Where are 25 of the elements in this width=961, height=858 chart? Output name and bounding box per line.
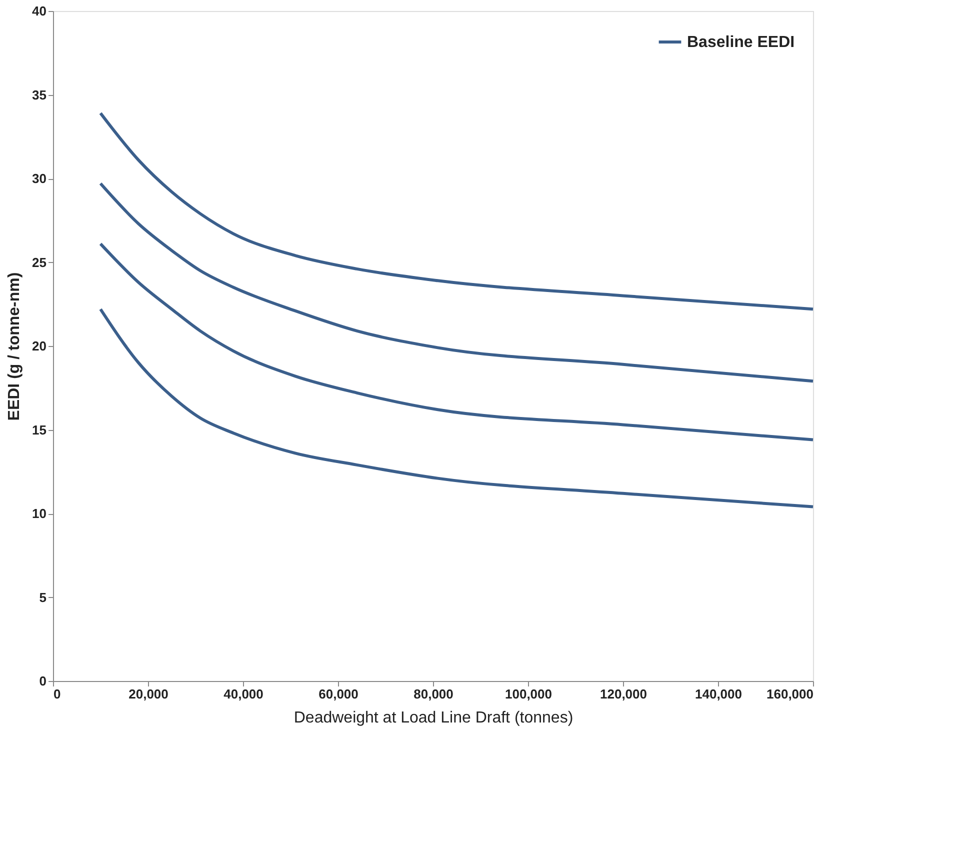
x-tick-label: 40,000 <box>224 686 264 702</box>
y-tick-label: 0 <box>39 674 46 688</box>
y-tick-label: 5 <box>39 590 46 605</box>
line-series <box>99 308 814 508</box>
y-tick-label: 10 <box>32 506 46 521</box>
y-tick-label: 40 <box>32 4 46 18</box>
line-series <box>99 112 814 311</box>
line-series <box>99 182 814 383</box>
y-tick-label: 25 <box>32 254 46 270</box>
x-tick-label: 120,000 <box>600 686 647 702</box>
y-tick-label: 15 <box>32 422 46 438</box>
x-tick-label: 20,000 <box>128 686 168 702</box>
y-tick-label: 20 <box>32 338 46 354</box>
x-tick-label: 100,000 <box>505 686 552 702</box>
x-tick-label: 80,000 <box>414 686 454 702</box>
line-series <box>99 242 814 442</box>
x-axis-title: Deadweight at Load Line Draft (tonnes) <box>294 710 574 726</box>
x-tick-label: 160,000 <box>766 686 814 702</box>
y-tick-label: 30 <box>32 171 46 186</box>
x-tick-label: 60,000 <box>318 686 358 702</box>
y-axis-title: EEDI (g / tonne-nm) <box>6 272 24 421</box>
x-tick-label: 140,000 <box>695 686 742 702</box>
x-tick-label: 0 <box>54 686 61 702</box>
legend-label: Baseline EEDI <box>687 34 795 51</box>
y-tick-label: 35 <box>32 87 46 102</box>
